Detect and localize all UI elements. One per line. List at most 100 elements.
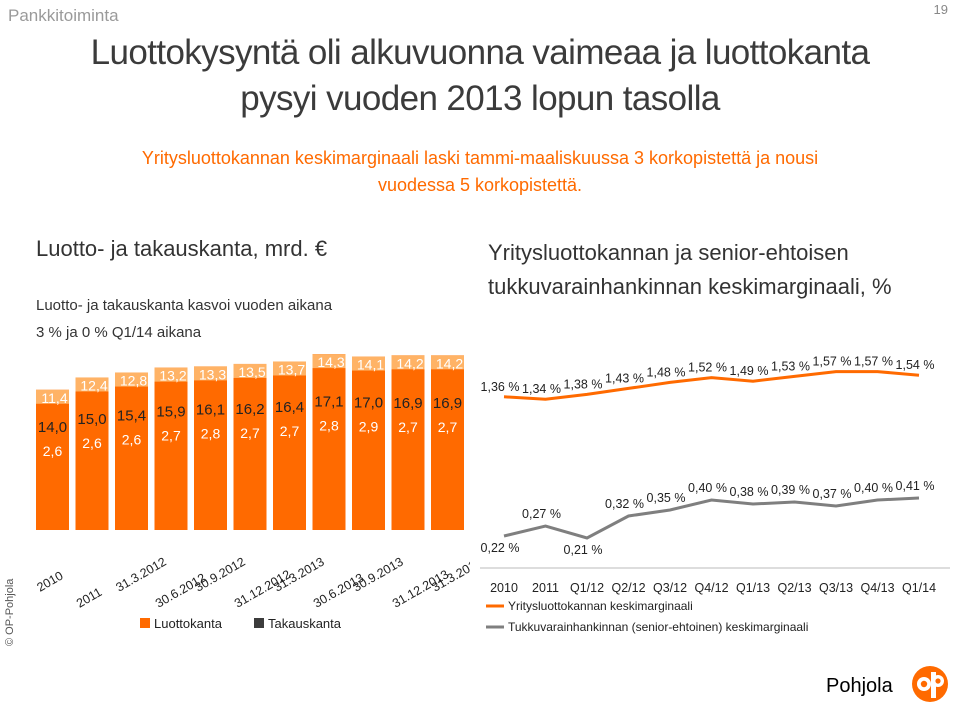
bar-label-takauskanta: 2,7 — [240, 425, 260, 441]
line-series-yritysluotto — [503, 370, 920, 401]
bar-label-luottokanta: 13,3 — [199, 366, 226, 382]
line-label-yritysluotto: 1,48 % — [647, 365, 686, 379]
bar-label-total: 15,0 — [77, 411, 106, 428]
bar-takauskanta — [313, 342, 346, 352]
bar-label-luottokanta: 14,2 — [396, 355, 423, 371]
line-category-label: Q1/13 — [736, 581, 770, 595]
page-subtitle-line-1: Yritysluottokannan keskimarginaali laski… — [141, 148, 819, 168]
bar-category-label: 31.3.2012 — [114, 555, 169, 595]
legend-swatch-takauskanta — [254, 618, 264, 628]
line-label-yritysluotto: 1,53 % — [771, 359, 810, 373]
bar-label-takauskanta: 2,8 — [319, 417, 339, 433]
bar-luottokanta — [391, 355, 425, 530]
bar-label-total: 15,4 — [117, 407, 146, 424]
bar-label-takauskanta: 2,7 — [438, 419, 458, 435]
line-category-label: Q3/12 — [653, 581, 687, 595]
bar-luottokanta — [312, 354, 346, 530]
bar-label-luottokanta: 12,4 — [80, 377, 107, 393]
bar-label-luottokanta: 14,2 — [436, 355, 463, 371]
bar-label-total: 16,2 — [235, 401, 264, 418]
line-label-yritysluotto: 1,49 % — [730, 364, 769, 378]
left-chart-note-line-1: Luotto- ja takauskanta kasvoi vuoden aik… — [36, 297, 333, 314]
page-title: Luottokysyntä oli alkuvuonna vaimeaa ja … — [0, 30, 960, 122]
bar-luottokanta — [75, 377, 109, 530]
bar-label-luottokanta: 13,5 — [238, 364, 265, 380]
bar-label-takauskanta: 2,6 — [82, 435, 102, 451]
bar-luottokanta — [431, 355, 464, 530]
line-category-label: Q2/12 — [611, 581, 645, 595]
bar-label-luottokanta: 13,7 — [278, 361, 305, 377]
line-label-yritysluotto: 1,36 % — [481, 380, 520, 394]
page-subtitle: Yritysluottokannan keskimarginaali laski… — [0, 145, 960, 199]
left-chart-note-line-2: 3 % ja 0 % Q1/14 aikana — [36, 324, 202, 341]
right-chart-heading-line-1: Yritysluottokannan ja senior-ehtoisen — [488, 240, 849, 265]
legend-label-luottokanta: Luottokanta — [154, 616, 223, 631]
bar-label-total: 16,1 — [196, 402, 225, 419]
line-label-tukkuvarainhankinta: 0,22 % — [481, 541, 520, 555]
line-label-tukkuvarainhankinta: 0,37 % — [813, 487, 852, 501]
logo-text: Pohjola — [826, 675, 894, 697]
bar-label-total: 15,9 — [156, 403, 185, 420]
bar-label-takauskanta: 2,7 — [398, 419, 418, 435]
line-label-yritysluotto: 1,34 % — [522, 382, 561, 396]
bar-category-label: 2011 — [74, 585, 104, 611]
bar-label-total: 14,0 — [38, 419, 67, 436]
bar-luottokanta — [273, 361, 306, 530]
line-label-yritysluotto: 1,54 % — [896, 358, 935, 372]
bar-category-label: 2010 — [35, 569, 66, 595]
left-chart-heading: Luotto- ja takauskanta, mrd. € — [36, 236, 328, 261]
bar-luottokanta — [36, 389, 69, 530]
bar-takauskanta — [36, 378, 69, 388]
bar-luottokanta — [194, 366, 227, 530]
bar-label-luottokanta: 14,3 — [317, 354, 344, 370]
line-label-tukkuvarainhankinta: 0,41 % — [896, 479, 935, 493]
section-label: Pankkitoiminta — [8, 6, 119, 25]
line-label-tukkuvarainhankinta: 0,38 % — [730, 485, 769, 499]
bar-takauskanta — [392, 343, 425, 353]
bar-label-luottokanta: 12,8 — [120, 373, 147, 389]
bar-label-total: 16,9 — [393, 395, 422, 412]
bar-label-luottokanta: 13,2 — [159, 368, 186, 384]
op-logo-icon — [912, 666, 948, 702]
bar-luottokanta — [352, 356, 385, 530]
bar-luottokanta — [154, 367, 188, 530]
bar-label-total: 17,0 — [354, 394, 383, 411]
line-category-label: Q4/13 — [860, 581, 894, 595]
page-title-line-1: Luottokysyntä oli alkuvuonna vaimeaa ja … — [90, 33, 870, 72]
bar-label-luottokanta: 14,1 — [357, 357, 384, 373]
right-chart-heading-line-2: tukkuvarainhankinnan keskimarginaali, % — [488, 274, 892, 299]
bar-takauskanta — [273, 349, 306, 359]
line-label-tukkuvarainhankinta: 0,32 % — [605, 497, 644, 511]
bar-takauskanta — [115, 361, 148, 371]
line-label-tukkuvarainhankinta: 0,35 % — [647, 491, 686, 505]
line-label-tukkuvarainhankinta: 0,39 % — [771, 483, 810, 497]
left-chart-note: Luotto- ja takauskanta kasvoi vuoden aik… — [36, 292, 436, 346]
bar-label-takauskanta: 2,7 — [280, 423, 300, 439]
copyright-label: © OP-Pohjola — [4, 578, 16, 646]
page-number: 19 — [933, 2, 948, 17]
bar-takauskanta — [155, 356, 188, 366]
bar-takauskanta — [194, 354, 227, 364]
bar-label-total: 16,4 — [275, 399, 304, 416]
bar-takauskanta — [352, 345, 385, 355]
legend-swatch-luottokanta — [140, 618, 150, 628]
bar-takauskanta — [76, 365, 109, 375]
line-category-label: Q1/12 — [570, 581, 604, 595]
bar-label-takauskanta: 2,9 — [359, 418, 379, 434]
page-subtitle-line-2: vuodessa 5 korkopistettä. — [377, 175, 583, 195]
legend-label-takauskanta: Takauskanta — [268, 616, 342, 631]
line-label-tukkuvarainhankinta: 0,27 % — [522, 507, 561, 521]
line-label-yritysluotto: 1,57 % — [854, 355, 893, 369]
line-category-label: Q1/14 — [902, 581, 936, 595]
right-chart-heading: Yritysluottokannan ja senior-ehtoisen tu… — [488, 236, 958, 304]
line-label-tukkuvarainhankinta: 0,40 % — [854, 481, 893, 495]
bar-label-total: 16,9 — [433, 395, 462, 412]
line-category-label: 2011 — [532, 581, 559, 595]
legend-label-tukkuvarainhankinta: Tukkuvarainhankinnan (senior-ehtoinen) k… — [508, 620, 808, 634]
line-label-yritysluotto: 1,57 % — [813, 355, 852, 369]
line-category-label: 2010 — [490, 581, 518, 595]
line-label-yritysluotto: 1,38 % — [564, 377, 603, 391]
line-category-label: Q4/12 — [694, 581, 728, 595]
bar-label-takauskanta: 2,6 — [43, 443, 63, 459]
stacked-bar-chart: 11,4 2,6 14,0 2010 12,4 2,6 15,0 2011 12,8 2,6 15,… — [35, 342, 470, 631]
